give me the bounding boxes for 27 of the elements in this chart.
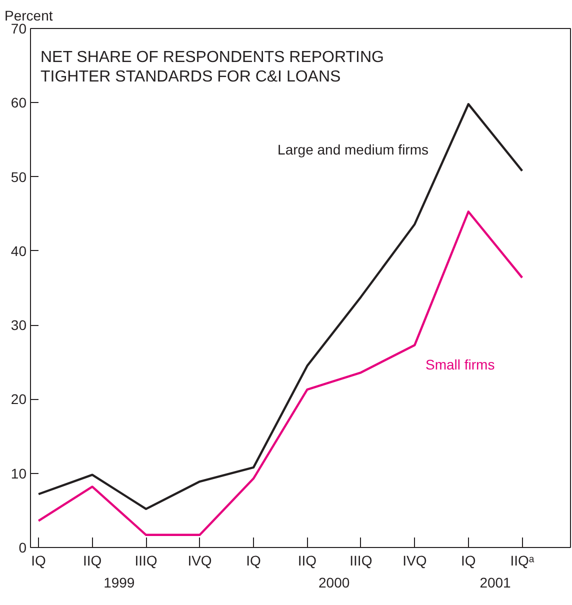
x-tick-label: IIQ bbox=[82, 552, 102, 568]
y-tick-label: 50 bbox=[10, 168, 27, 185]
line-series bbox=[37, 210, 524, 536]
text: 2000 bbox=[318, 574, 350, 590]
y-tick-label: 40 bbox=[10, 242, 27, 259]
y-tick-label: 60 bbox=[10, 94, 27, 111]
series-label: Small firms bbox=[426, 356, 495, 372]
text: 1999 bbox=[104, 574, 135, 590]
y-tick-label: 10 bbox=[10, 465, 27, 482]
x-tick-label: IIIQ bbox=[134, 552, 158, 568]
x-tick-label: IVQ bbox=[402, 552, 427, 568]
line-series bbox=[37, 103, 524, 510]
x-tick-label: IIIQ bbox=[350, 552, 372, 568]
series-label: Large and medium firms bbox=[278, 142, 428, 158]
y-tick-label: 20 bbox=[10, 391, 27, 408]
x-tick-label: IQ bbox=[246, 552, 261, 568]
y-tick-label: 0 bbox=[18, 540, 27, 556]
text: NET SHARE OF RESPONDENTS REPORTING TIGHTER STANDARDS FOR C&I LOANS bbox=[40, 48, 384, 86]
x-tick-label: IIQᵃ bbox=[510, 552, 535, 568]
y-axis-title: Percent bbox=[4, 8, 53, 24]
x-tick-label: IQ bbox=[461, 552, 476, 568]
x-tick-label: IVQ bbox=[188, 552, 212, 568]
x-tick-label: IIQ bbox=[298, 552, 317, 568]
y-tick-label: 70 bbox=[10, 20, 27, 36]
y-tick-label: 30 bbox=[10, 317, 27, 334]
x-tick-label: IQ bbox=[31, 552, 46, 568]
text: 2001 bbox=[480, 574, 512, 590]
